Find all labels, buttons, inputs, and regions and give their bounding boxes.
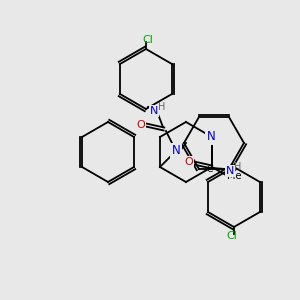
Text: Me: Me: [227, 171, 242, 181]
Text: N: N: [206, 130, 215, 143]
Text: C: C: [207, 164, 213, 173]
Text: H: H: [158, 102, 166, 112]
Text: H: H: [234, 162, 242, 172]
Text: Cl: Cl: [142, 35, 153, 45]
Text: N: N: [172, 145, 180, 158]
Text: O: O: [136, 120, 145, 130]
Text: N: N: [226, 166, 234, 176]
Text: Cl: Cl: [226, 231, 237, 241]
Text: N: N: [150, 106, 158, 116]
Text: O: O: [184, 157, 193, 167]
